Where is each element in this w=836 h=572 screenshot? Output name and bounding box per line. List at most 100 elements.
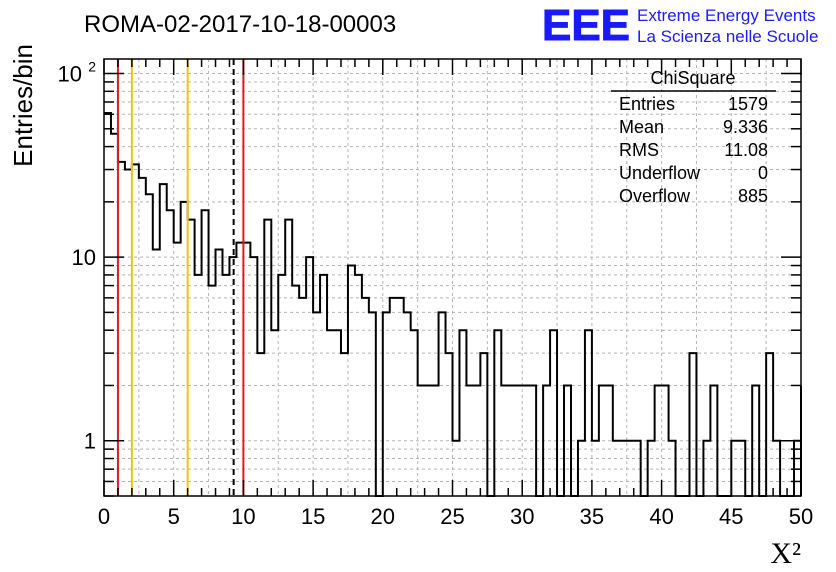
histogram-bin [125, 170, 132, 496]
stats-row-label: RMS [619, 140, 659, 160]
histogram-bin [689, 353, 696, 496]
eee-logo-line2: La Scienza nelle Scuole [637, 27, 818, 46]
axis-ticks [103, 59, 802, 497]
histogram-bin [355, 275, 362, 496]
histogram-bin [648, 441, 655, 496]
histogram-bin [592, 441, 599, 496]
x-tick-label: 50 [789, 504, 813, 529]
histogram-bin [752, 385, 759, 496]
histogram-bin [132, 164, 139, 496]
histogram-bin [167, 210, 174, 496]
histogram-outline [104, 111, 802, 497]
stats-row-label: Mean [619, 117, 664, 137]
y-tick-label: 1 [84, 429, 96, 454]
x-tick-label: 30 [510, 504, 534, 529]
histogram-bin [738, 441, 745, 496]
histogram-bin [703, 441, 710, 496]
histogram-bin [453, 441, 460, 496]
histogram-bin [634, 441, 641, 496]
x-tick-label: 40 [649, 504, 673, 529]
histogram-bin [446, 353, 453, 496]
histogram-bin [564, 385, 571, 496]
stats-row-label: Overflow [619, 186, 691, 206]
histogram-bin [216, 250, 223, 496]
stats-row-value: 11.08 [724, 140, 768, 160]
x-tick-label: 25 [440, 504, 464, 529]
stats-box-rows: Entries 1579 Mean 9.336 RMS 11.08 Underflow 0 Ov… [619, 94, 768, 206]
histogram-bin [466, 385, 473, 496]
histogram-bin [731, 441, 738, 496]
histogram-bin [801, 385, 808, 496]
histogram-bin [292, 286, 299, 496]
x-tick-label: 35 [580, 504, 604, 529]
histogram-bin [585, 330, 592, 496]
histogram-bin [773, 441, 780, 496]
histogram-bin [620, 441, 627, 496]
histogram-bin [209, 286, 216, 496]
histogram-bin [543, 385, 550, 496]
x-axis-label: X² [770, 537, 801, 570]
stats-row-value: 885 [738, 186, 768, 206]
histogram-bin [418, 385, 425, 496]
histogram-bin [480, 353, 487, 496]
histogram-bin [334, 330, 341, 496]
histogram-bin [160, 184, 167, 496]
histogram-bin [313, 312, 320, 496]
histogram-bin [473, 385, 480, 496]
histogram-bin [306, 257, 313, 496]
stats-row-value: 9.336 [723, 117, 768, 137]
histogram-bin [606, 385, 613, 496]
stats-box-title: ChiSquare [650, 68, 735, 88]
histogram-bin [299, 298, 306, 496]
histogram-bin [146, 194, 153, 496]
histogram-bin [257, 353, 264, 496]
histogram-series [104, 111, 829, 497]
histogram-bin [278, 275, 285, 496]
x-tick-label: 15 [301, 504, 325, 529]
histogram-bin [285, 220, 292, 496]
eee-logo-mark: EEE [542, 1, 630, 50]
histogram-bin [271, 330, 278, 496]
reference-lines [116, 59, 245, 496]
histogram-bin [243, 243, 250, 496]
histogram-bin [153, 250, 160, 496]
histogram-bin [327, 330, 334, 496]
histogram-bin [195, 275, 202, 496]
x-tick-label: 5 [168, 504, 180, 529]
histogram-bin [404, 312, 411, 496]
histogram-bin [613, 441, 620, 496]
stats-row-label: Underflow [619, 163, 701, 183]
histogram-bin [822, 385, 829, 496]
histogram-bin [397, 298, 404, 496]
histogram-bin [111, 134, 118, 496]
histogram-bin [459, 330, 466, 496]
x-tick-label: 10 [231, 504, 255, 529]
histogram-bin [383, 312, 390, 496]
histogram-bin [118, 162, 125, 496]
histogram-bin [522, 385, 529, 496]
histogram-bin [439, 312, 446, 496]
chart-title: ROMA-02-2017-10-18-00003 [84, 11, 396, 38]
histogram-bin [181, 202, 188, 496]
histogram-bin [390, 298, 397, 496]
histogram-bin [264, 220, 271, 496]
histogram-bin [425, 385, 432, 496]
histogram-bin [669, 441, 676, 496]
histogram-bin [236, 243, 243, 496]
histogram-bin [174, 243, 181, 496]
histogram-bin [369, 312, 376, 496]
histogram-bin [411, 330, 418, 496]
y-tick-label: 10 [58, 62, 82, 87]
histogram-bin [362, 298, 369, 496]
y-tick-labels: 1 10 10 2 [58, 59, 97, 454]
histogram-bin [341, 353, 348, 496]
histogram-bin [494, 330, 501, 496]
y-axis-label: Entries/bin [8, 44, 38, 167]
y-tick-label: 10 [72, 245, 96, 270]
histogram-bin [432, 385, 439, 496]
stats-row-label: Entries [619, 94, 675, 114]
histogram-bin [508, 385, 515, 496]
histogram-bin [655, 385, 662, 496]
x-tick-label: 0 [98, 504, 110, 529]
